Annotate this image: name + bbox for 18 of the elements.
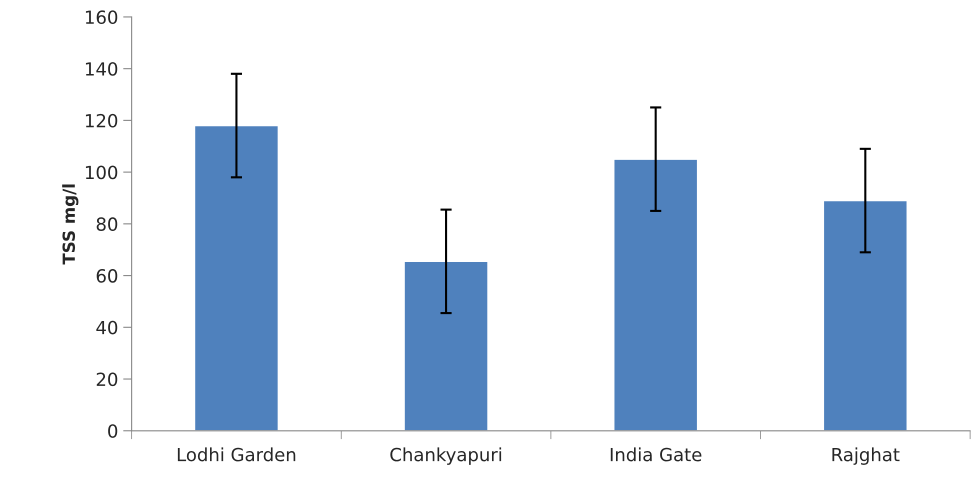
y-tick-label: 20 xyxy=(96,372,118,386)
x-tick-label: India Gate xyxy=(610,447,702,462)
bar xyxy=(194,124,280,431)
bar xyxy=(822,200,908,431)
x-tick-label: Rajghat xyxy=(832,447,900,465)
y-tick-label: 40 xyxy=(96,320,118,334)
x-tick-label: Lodhi Garden xyxy=(178,447,296,462)
y-tick-label: 60 xyxy=(96,269,118,283)
y-tick-label: 100 xyxy=(86,166,118,180)
x-tick-label: Chankyapuri xyxy=(390,447,502,465)
bar xyxy=(613,158,698,431)
y-tick-label: 80 xyxy=(96,217,118,231)
bar xyxy=(403,260,489,431)
y-tick-label: 160 xyxy=(86,10,118,24)
y-tick-label: 120 xyxy=(86,114,118,128)
y-tick-label: 140 xyxy=(86,62,118,76)
y-tick-label: 0 xyxy=(108,424,118,438)
y-axis-title: TSS mg/l xyxy=(62,184,78,265)
